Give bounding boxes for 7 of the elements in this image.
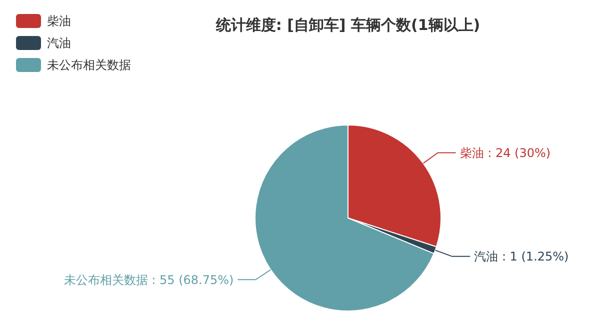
- legend-label: 柴油: [47, 14, 71, 28]
- legend-label: 未公布相关数据: [47, 58, 131, 72]
- data-label: 柴油 : 24 (30%): [460, 146, 551, 160]
- legend-label: 汽油: [47, 36, 71, 50]
- data-label: 未公布相关数据 : 55 (68.75%): [64, 272, 234, 287]
- data-label: 汽油 : 1 (1.25%): [474, 250, 569, 264]
- chart-title: 统计维度: [自卸车] 车辆个数(1辆以上): [214, 16, 480, 34]
